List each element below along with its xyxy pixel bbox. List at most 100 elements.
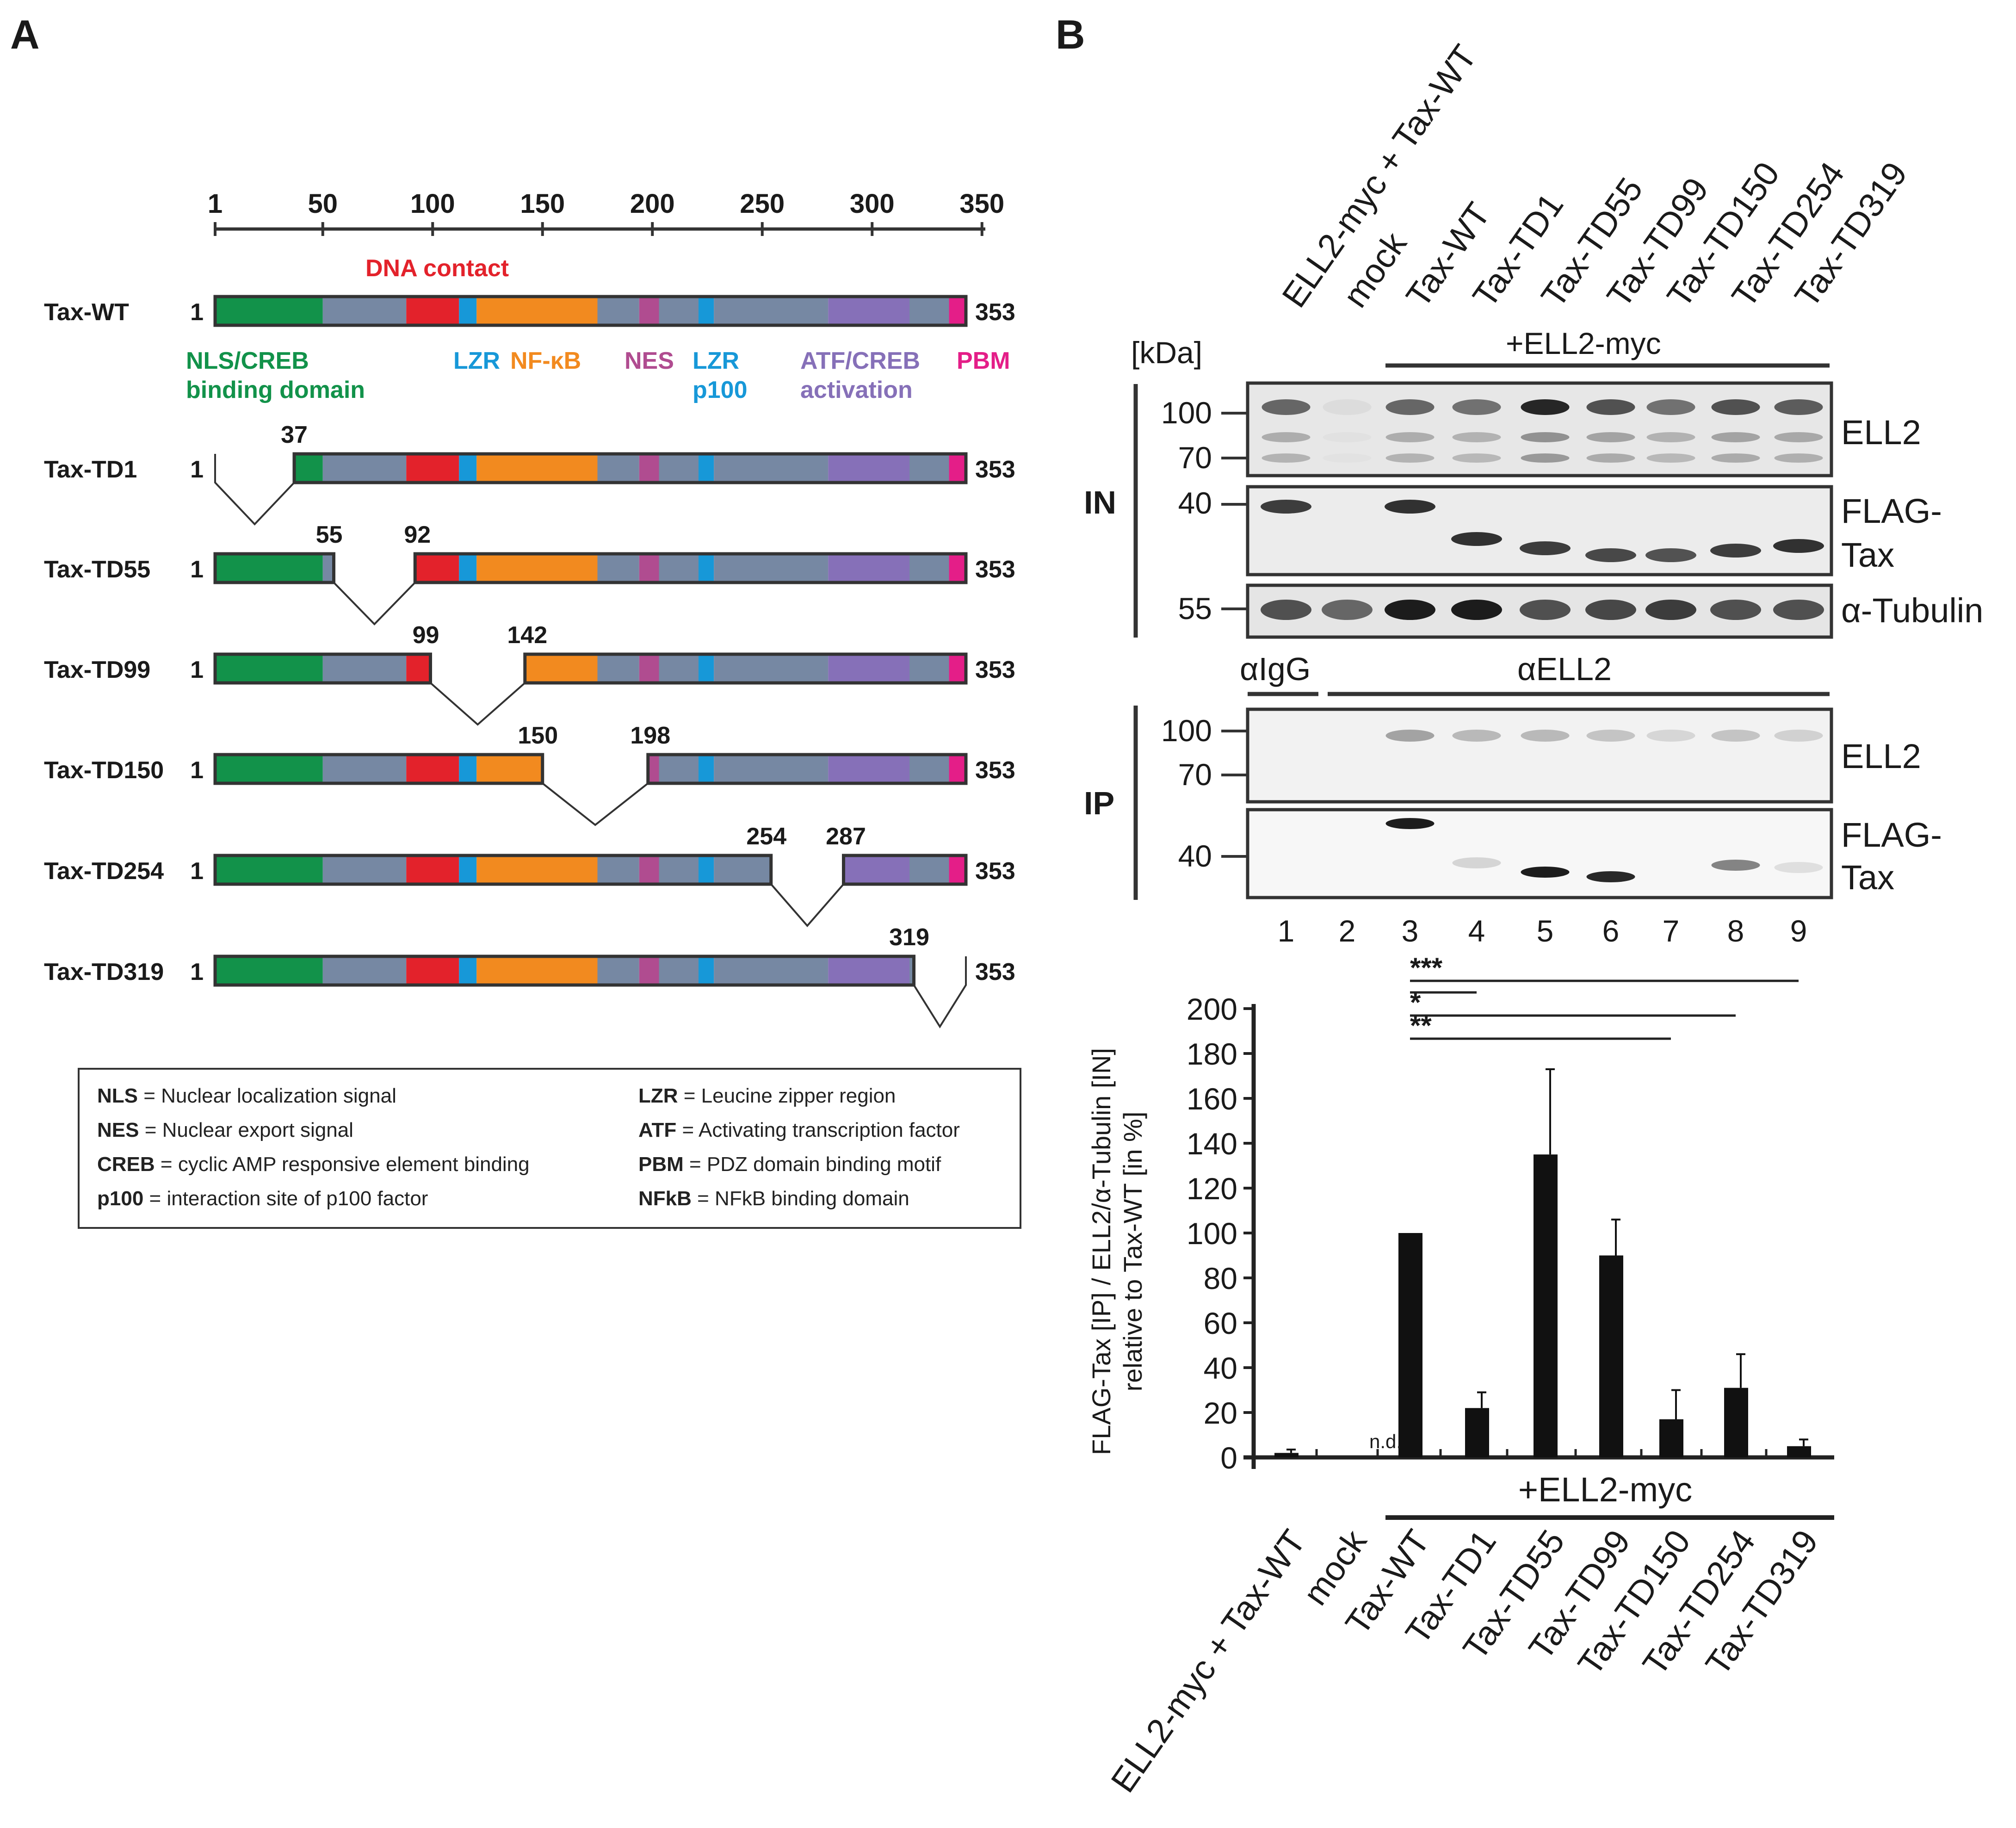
construct-end: 353 [975,456,1015,483]
blot-band [1774,730,1823,742]
domain-segment [459,297,477,325]
domain-segment [406,956,459,985]
blot-band [1774,453,1823,463]
significance-label: *** [1410,952,1443,983]
domain-segment [322,755,407,783]
blot-band [1586,730,1635,742]
domain-segment [659,855,699,884]
blot-in-flag [1246,485,1833,576]
chart-bar [1274,1453,1299,1457]
blot-band [1323,399,1372,415]
nls-creb-label: NLS/CREB [186,347,309,374]
construct-tax-td55: Tax-TD55 1 353 55 92 [44,521,1015,626]
domain-segment [476,755,543,783]
significance-label: * [1410,987,1421,1018]
dna-contact-label: DNA contact [365,255,509,282]
in-tubulin-label: α-Tubulin [1841,591,1983,630]
blot-band [1262,453,1311,463]
legend-item: CREB = cyclic AMP responsive element bin… [97,1153,530,1176]
blot-band [1452,399,1501,415]
construct-end: 353 [975,556,1015,583]
blot-band [1710,600,1761,620]
domain-segment [294,454,323,483]
blot-band [1773,539,1824,553]
chart-y-tick-label: 120 [1187,1171,1237,1206]
domain-segment [714,554,829,582]
domain-segment [828,956,909,985]
domain-segment [597,454,639,483]
domain-segment [909,454,949,483]
domain-segment [215,554,323,582]
scale-tick-label: 200 [630,189,675,219]
legend-item: PBM = PDZ domain binding motif [638,1153,941,1176]
domain-segment [828,755,909,783]
blot-band [1711,399,1760,415]
construct-start: 1 [190,757,204,784]
blot-band [1452,453,1501,463]
domain-segment [962,454,966,483]
blot-band [1711,730,1760,742]
domain-segment [415,554,459,582]
domain-segment [949,755,962,783]
domain-segment [476,297,598,325]
significance-label: ** [1410,1010,1432,1041]
blot-band [1385,399,1435,415]
lane-number: 3 [1402,914,1419,948]
blot-band [1451,600,1502,620]
domain-segment [714,454,829,483]
blot-band [1646,730,1695,742]
domain-segment [714,755,829,783]
blot-band [1774,399,1823,415]
lzr-p100-label: LZR [693,347,739,374]
domain-segment [597,855,639,884]
domain-segment [714,654,829,683]
domain-segment [215,297,323,325]
construct-tax-td254: Tax-TD254 1 353 254 287 [44,823,1015,928]
domain-segment [699,755,714,783]
scale-tick-label: 100 [410,189,455,219]
chart-y-tick-label: 40 [1204,1351,1237,1385]
kda-label: [kDa] [1131,335,1202,370]
chart-y-tick-label: 80 [1204,1261,1237,1295]
scale-tick-label: 300 [850,189,895,219]
domain-segment [909,855,949,884]
cut-label: 254 [746,823,786,850]
marker-ip-40: 40 [1178,839,1212,873]
domain-segment [699,297,714,325]
blot-band [1521,453,1570,463]
blot-band [1262,432,1311,442]
chart-y-tick-label: 100 [1187,1216,1237,1251]
domain-segment [659,297,699,325]
chart-bar [1724,1388,1748,1457]
blot-band [1773,600,1824,620]
domain-segment [476,554,598,582]
domain-segment [597,956,639,985]
chart-y-tick-label: 200 [1187,992,1237,1026]
construct-end: 353 [975,959,1015,985]
domain-segment [949,654,962,683]
chart-bar [1787,1446,1811,1457]
construct-start: 1 [190,456,204,483]
construct-start: 1 [190,556,204,583]
domain-segment [639,654,659,683]
construct-outline [213,295,968,327]
domain-segment [476,454,598,483]
domain-segment [406,654,431,683]
chart-y-tick-label: 20 [1204,1396,1237,1430]
blot-band [1710,544,1761,558]
chart-nd-label: n.d. [1369,1431,1402,1452]
domain-segment [639,956,659,985]
blot-band [1385,600,1435,620]
lane-number: 9 [1790,914,1807,948]
panel-a-label: A [10,12,40,57]
blot-band [1521,867,1570,878]
nls-creb-label-2: binding domain [186,377,365,403]
construct-end: 353 [975,299,1015,326]
blot-band [1585,548,1636,562]
in-flag-label-2: Tax [1841,536,1894,574]
domain-segment [962,297,966,325]
domain-segment [699,956,714,985]
blot-band [1451,532,1502,546]
